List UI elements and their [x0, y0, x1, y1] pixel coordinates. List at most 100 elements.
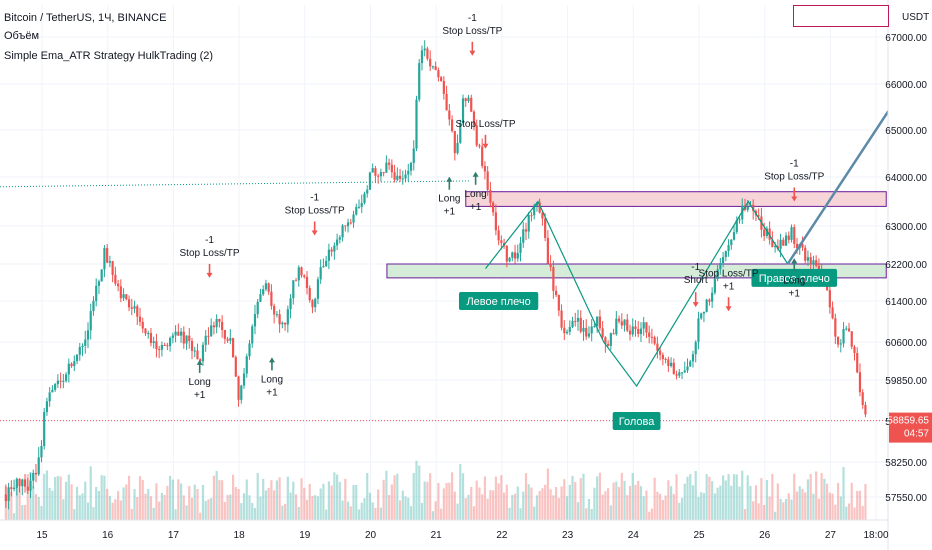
candle-body — [475, 125, 478, 146]
candle-body — [21, 479, 24, 487]
time-tick-label: 23 — [562, 530, 574, 541]
strategy-legend[interactable]: Simple Ema_ATR Strategy HulkTrading (2) — [4, 50, 214, 62]
volume-bar — [45, 470, 49, 520]
volume-bar — [694, 471, 697, 520]
volume-bar — [519, 508, 522, 520]
candle-body — [218, 318, 221, 322]
volume-bar — [275, 480, 278, 520]
candle-body — [51, 389, 54, 393]
volume-bar — [804, 492, 807, 520]
candle-body — [15, 478, 18, 488]
candle-body — [262, 289, 265, 295]
volume-bar — [245, 479, 248, 520]
candle-body — [136, 306, 139, 317]
volume-bar — [853, 507, 856, 520]
candle-body — [259, 294, 262, 302]
symbol-legend[interactable]: Bitcoin / TetherUS, 1Ч, BINANCE — [4, 12, 167, 24]
pattern-label-text: Голова — [619, 416, 655, 428]
long-arrow-head — [196, 359, 203, 365]
signal-label: Stop Loss/TP — [285, 206, 345, 217]
candle-body — [620, 321, 623, 326]
candle-body — [125, 294, 128, 300]
candle-body — [300, 267, 303, 276]
volume-bar — [549, 489, 552, 520]
volume-bar — [839, 496, 842, 520]
volume-bar — [631, 472, 634, 520]
candle-body — [524, 229, 528, 232]
volume-bar — [330, 485, 333, 520]
volume-bar — [598, 472, 602, 520]
breakout-line — [786, 108, 891, 265]
candle-body — [615, 318, 618, 335]
candle-body — [675, 374, 678, 376]
candle-body — [505, 245, 508, 262]
candle-body — [831, 307, 834, 319]
price-scale-settings-box[interactable] — [793, 5, 889, 27]
candle-body — [705, 299, 708, 312]
volume-legend[interactable]: Объём — [4, 30, 40, 42]
candle-body — [344, 225, 347, 227]
candle-body — [420, 50, 424, 64]
volume-bar — [179, 483, 183, 520]
candle-body — [12, 487, 16, 490]
volume-bar — [768, 496, 771, 520]
volume-bar — [776, 483, 779, 520]
candle-body — [382, 172, 385, 174]
time-tick-label: 24 — [628, 530, 640, 541]
candle-body — [694, 341, 697, 355]
candle-body — [73, 361, 76, 367]
volume-bar — [686, 476, 689, 520]
volume-bar — [568, 484, 571, 520]
candlestick-series — [4, 40, 867, 510]
volume-bar — [680, 497, 684, 520]
volume-bar — [388, 494, 391, 520]
candle-body — [784, 235, 788, 246]
candle-body — [34, 472, 38, 475]
volume-bar — [64, 481, 68, 520]
signal-label: Stop Loss/TP — [455, 119, 515, 130]
candle-body — [201, 344, 205, 362]
volume-bar — [103, 475, 106, 520]
volume-bar — [437, 482, 440, 520]
volume-bar — [711, 481, 714, 520]
volume-bar — [273, 490, 276, 520]
candle-body — [626, 319, 629, 331]
volume-bar — [801, 488, 804, 520]
volume-bar — [771, 474, 774, 520]
candle-body — [305, 276, 309, 289]
candle-body — [207, 335, 210, 337]
candle-body — [43, 412, 46, 447]
volume-bar — [760, 478, 763, 520]
volume-bar — [831, 493, 834, 520]
candle-body — [612, 333, 615, 335]
volume-bar — [420, 502, 424, 520]
volume-bar — [533, 506, 536, 520]
volume-bar — [637, 480, 640, 520]
volume-bar — [360, 502, 363, 520]
candle-body — [294, 280, 298, 282]
volume-bar — [259, 496, 262, 520]
candle-body — [152, 341, 155, 344]
candle-body — [37, 457, 40, 475]
candle-body — [119, 286, 122, 299]
volume-bar — [735, 474, 738, 520]
candle-body — [713, 279, 716, 293]
candle-body — [853, 346, 856, 354]
volume-bar — [538, 491, 541, 520]
volume-bar — [459, 464, 462, 520]
candle-body — [278, 314, 281, 325]
volume-bar — [645, 490, 648, 520]
volume-bar — [344, 478, 347, 520]
volume-bar — [26, 474, 29, 520]
volume-bar — [489, 490, 492, 520]
volume-bar — [820, 473, 823, 520]
volume-bar — [305, 499, 309, 520]
volume-bar — [784, 498, 788, 520]
candle-body — [836, 336, 840, 345]
volume-bar — [130, 508, 133, 520]
candle-body — [774, 246, 777, 248]
volume-bar — [502, 492, 506, 520]
volume-bar — [856, 490, 859, 520]
candle-body — [100, 269, 103, 282]
